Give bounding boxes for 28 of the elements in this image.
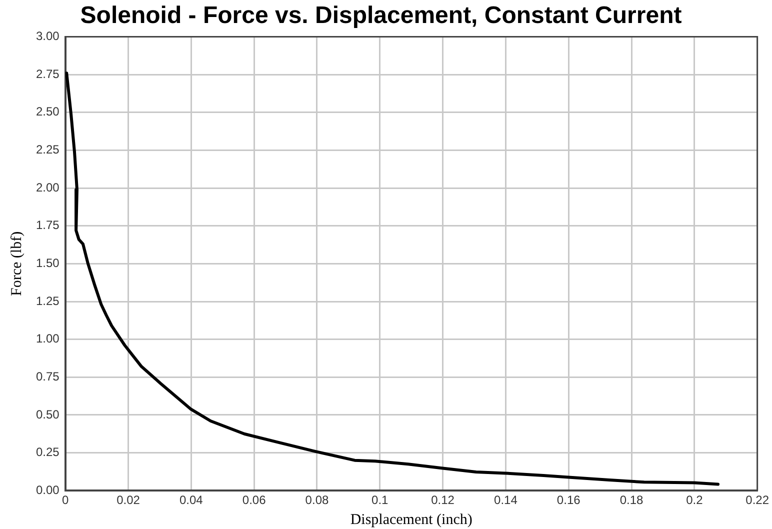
y-tick-label: 2.00 — [36, 180, 60, 194]
x-tick-label: 0 — [62, 493, 70, 508]
y-tick-label: 1.50 — [36, 256, 60, 270]
y-tick-label: 2.25 — [36, 142, 60, 157]
chart-title: Solenoid - Force vs. Displacement, Constant Current — [80, 2, 682, 30]
x-tick-label: 0.22 — [746, 493, 770, 508]
y-tick-label: 0.50 — [36, 407, 60, 422]
y-tick-label: 1.75 — [36, 218, 60, 232]
y-tick-label: 1.00 — [36, 332, 60, 346]
y-tick-label: 0.75 — [36, 369, 60, 384]
x-axis-title: Displacement (inch) — [350, 512, 472, 528]
x-tick-label: 0.02 — [116, 493, 140, 508]
y-tick-label: 0.25 — [36, 445, 60, 460]
y-axis-title: Force (lbf) — [8, 231, 25, 296]
y-tick-label: 0.00 — [36, 482, 60, 497]
y-tick-label: 2.50 — [36, 104, 60, 119]
x-tick-label: 0.14 — [494, 493, 518, 508]
y-tick-label: 1.25 — [36, 294, 60, 308]
x-tick-label: 0.04 — [179, 493, 204, 508]
x-tick-label: 0.18 — [620, 493, 644, 508]
y-tick-label: 2.75 — [36, 66, 60, 81]
x-tick-label: 0.2 — [686, 493, 704, 508]
x-tick-label: 0.06 — [242, 493, 266, 508]
x-tick-label: 0.08 — [305, 493, 329, 508]
x-tick-label: 0.16 — [556, 493, 581, 508]
x-tick-label: 0.12 — [431, 493, 455, 508]
y-tick-label: 3.00 — [36, 29, 60, 44]
x-tick-label: 0.1 — [372, 493, 389, 508]
